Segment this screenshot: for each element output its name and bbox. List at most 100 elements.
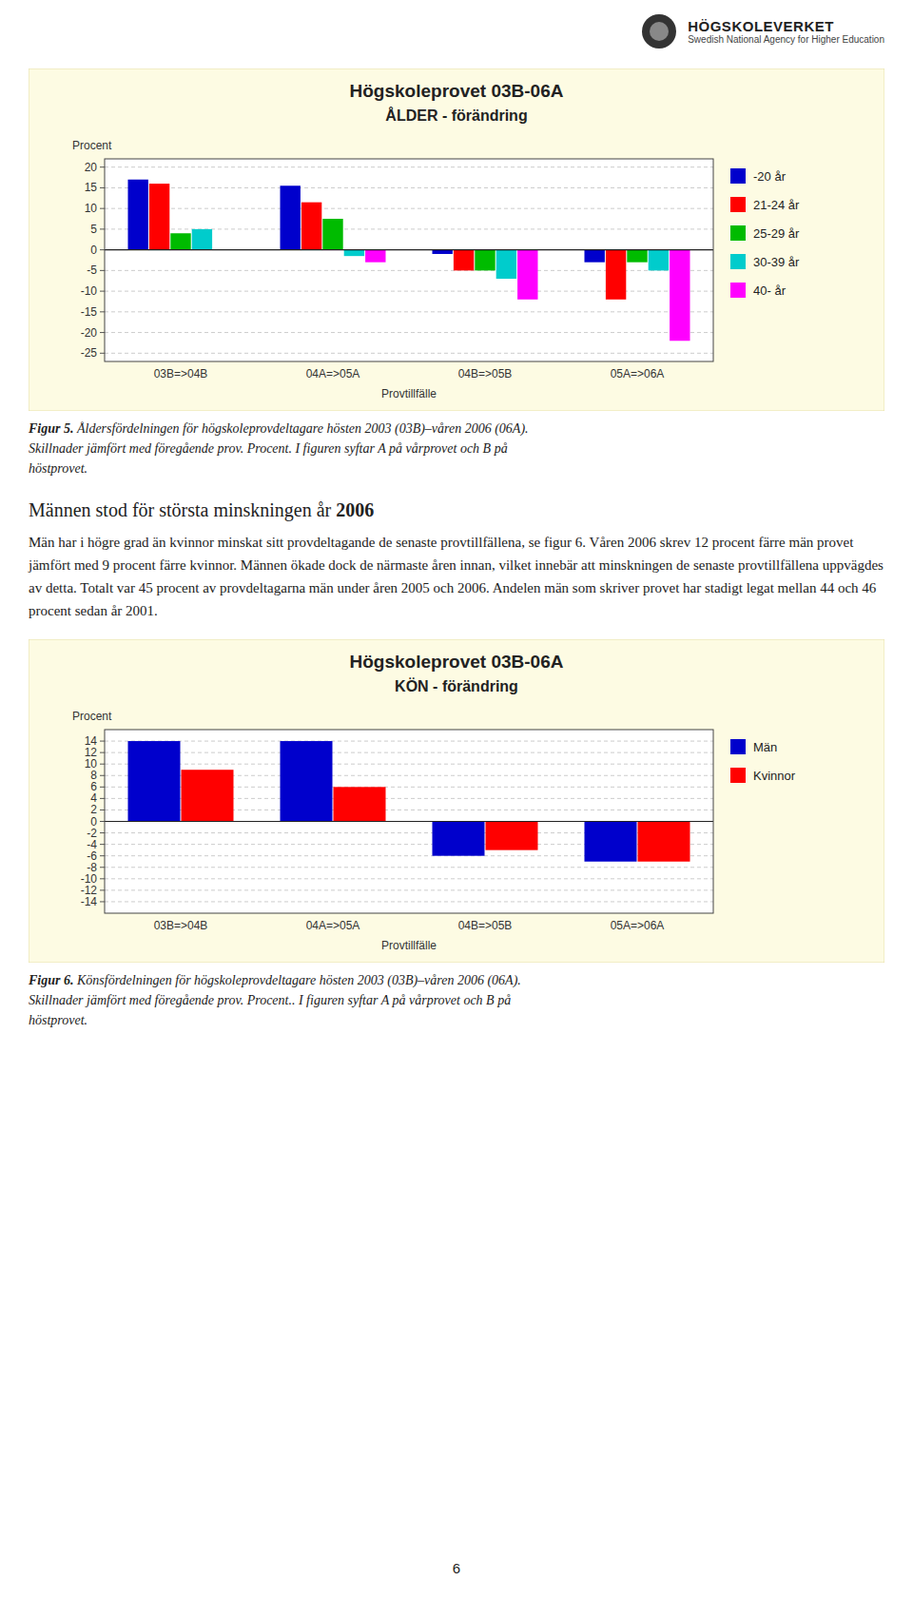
- grid-line: [104, 866, 714, 868]
- y-tick: [99, 249, 105, 251]
- y-tick: [99, 797, 105, 799]
- bar: [192, 229, 213, 251]
- bar: [626, 250, 647, 263]
- bar: [149, 183, 170, 251]
- y-tick-label: 15: [84, 180, 98, 195]
- y-axis-label: Procent: [72, 138, 113, 153]
- bar: [638, 821, 691, 862]
- y-tick: [99, 889, 105, 891]
- y-tick: [99, 809, 105, 811]
- y-tick: [99, 208, 105, 210]
- y-tick: [99, 832, 105, 834]
- y-tick: [99, 310, 105, 312]
- legend-swatch: [730, 196, 746, 213]
- chart-title: Högskoleprovet 03B-06A: [349, 80, 564, 101]
- plot-area: [104, 729, 714, 913]
- y-tick-label: 0: [90, 243, 98, 257]
- grid-line: [104, 763, 714, 765]
- y-tick-label: 4: [90, 791, 98, 805]
- logo-texts: HÖGSKOLEVERKETSwedish National Agency fo…: [687, 18, 885, 45]
- y-tick-label: 14: [84, 734, 98, 748]
- y-tick-label: 0: [90, 815, 98, 829]
- y-tick: [99, 854, 105, 856]
- x-tick-label: 04A=>05A: [306, 918, 361, 933]
- chart-background: [28, 68, 885, 411]
- y-tick-label: -4: [86, 837, 98, 852]
- grid-line: [104, 187, 714, 189]
- x-tick-label: 04A=>05A: [306, 367, 361, 381]
- chart-subtitle: ÅLDER - förändring: [385, 106, 527, 124]
- body-text: Män har i högre grad än kvinnor minskat …: [28, 530, 885, 622]
- y-tick: [99, 166, 105, 168]
- y-tick: [99, 352, 105, 354]
- grid-line: [104, 331, 714, 333]
- chart-background: [28, 639, 885, 963]
- legend-swatch: [730, 738, 746, 755]
- heading: Männen stod för största minskningen år 2…: [28, 499, 885, 522]
- logo-circle: [649, 21, 669, 41]
- y-tick-label: -2: [86, 826, 98, 840]
- bar: [432, 250, 453, 254]
- plot-frame: [104, 729, 714, 913]
- grid-line: [104, 820, 714, 822]
- bar: [485, 821, 539, 851]
- caption-label: Figur 5.: [28, 421, 74, 436]
- y-tick: [99, 270, 105, 272]
- y-tick: [99, 786, 105, 788]
- y-tick-label: 5: [90, 222, 98, 236]
- caption-label: Figur 6.: [28, 972, 74, 988]
- bars: [128, 179, 691, 342]
- caption-text: Åldersfördelningen för högskoleprovdelta…: [28, 421, 529, 476]
- heading-text: 2006: [335, 499, 374, 521]
- x-tick-label: 05A=>06A: [610, 367, 665, 381]
- y-tick-label: -15: [80, 305, 98, 319]
- caption-text: Könsfördelningen för högskoleprovdeltaga…: [28, 972, 522, 1028]
- legend-label: -20 år: [753, 169, 787, 184]
- grid-line: [104, 900, 714, 902]
- plot-area: [104, 158, 714, 362]
- bar: [605, 250, 626, 300]
- legend-label: 40- år: [753, 283, 787, 298]
- bar: [128, 179, 149, 251]
- chart: Högskoleprovet 03B-06AKÖN - förändringPr…: [28, 639, 885, 963]
- x-tick-label: 05A=>06A: [610, 918, 665, 933]
- x-tick-label: 03B=>04B: [154, 918, 209, 933]
- bar: [517, 250, 538, 300]
- bar: [453, 250, 474, 272]
- y-tick-label: -6: [86, 849, 98, 863]
- y-tick: [99, 900, 105, 902]
- y-tick: [99, 752, 105, 754]
- y-tick-label: 20: [84, 160, 98, 175]
- y-tick: [99, 331, 105, 333]
- chart-title: Högskoleprovet 03B-06A: [349, 651, 564, 672]
- footer: 6: [0, 1559, 913, 1576]
- y-tick-label: 10: [84, 757, 98, 771]
- legend-swatch: [730, 282, 746, 298]
- y-tick: [99, 228, 105, 230]
- y-tick-label: -5: [86, 263, 98, 277]
- y-axis-label: Procent: [72, 709, 113, 723]
- bar: [181, 769, 234, 821]
- logo-text: Swedish National Agency for Higher Educa…: [687, 34, 885, 45]
- grid-line: [104, 249, 714, 251]
- y-tick: [99, 843, 105, 845]
- x-tick-label: 04B=>05B: [458, 918, 513, 933]
- bar: [584, 821, 638, 862]
- grid-line: [104, 752, 714, 754]
- legend-label: 25-29 år: [753, 226, 800, 241]
- y-tick-label: -10: [80, 284, 98, 298]
- legend-label: 21-24 år: [753, 197, 800, 213]
- heading-text: Männen stod för största minskningen år: [28, 499, 336, 521]
- zero-line: [104, 249, 714, 251]
- y-tick-label: -12: [80, 883, 98, 897]
- legend-swatch: [730, 225, 746, 241]
- chart: Högskoleprovet 03B-06A ÅLDER - förändring…: [28, 68, 885, 411]
- bar: [280, 185, 301, 250]
- grid-line: [104, 166, 714, 168]
- bar: [170, 233, 191, 250]
- y-tick-label: -25: [80, 346, 98, 360]
- bar: [648, 250, 669, 272]
- logo-text: HÖGSKOLEVERKET: [687, 18, 885, 35]
- legend-label: 30-39 år: [753, 254, 800, 270]
- caption: Figur 6. Könsfördelningen för högskolepr…: [28, 970, 885, 1030]
